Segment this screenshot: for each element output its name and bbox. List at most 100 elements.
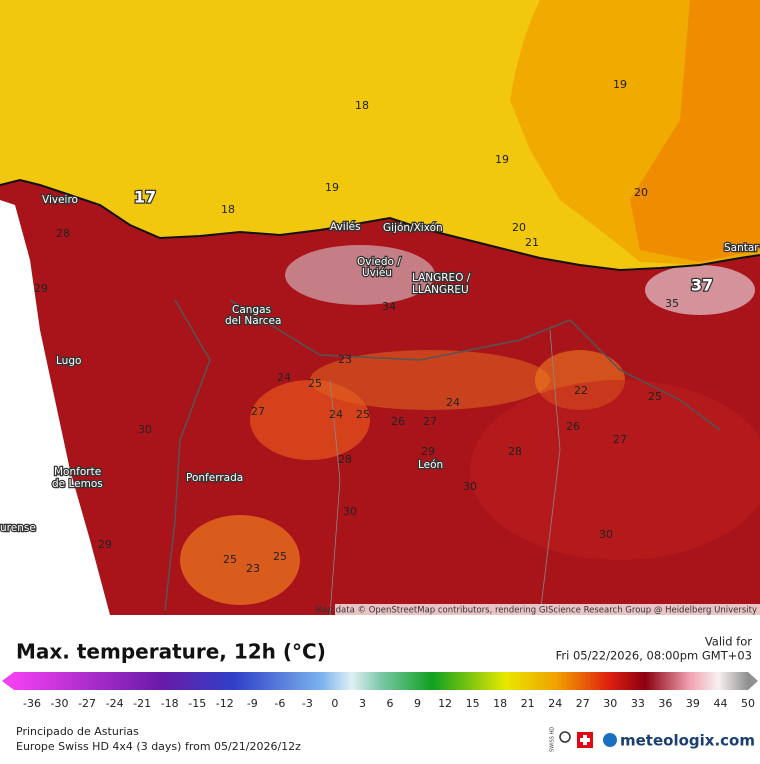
- contour-label: 21: [525, 236, 539, 249]
- model-info: Europe Swiss HD 4x4 (3 days) from 05/21/…: [16, 740, 301, 753]
- attribution: Map data © OpenStreetMap contributors, r…: [315, 606, 757, 616]
- sea-warm: [630, 0, 760, 262]
- contour-label: 25: [223, 553, 237, 566]
- city-label: Avilés: [330, 221, 361, 233]
- legend-tick-label: 21: [521, 697, 535, 710]
- contour-label: 23: [338, 353, 352, 366]
- hot-area: [645, 265, 755, 315]
- legend-arrow: [748, 672, 758, 690]
- map: Viveiro Avilés Gijón/Xixón Oviedo / Uvié…: [0, 0, 760, 616]
- badge: SWISS HD: [550, 727, 556, 752]
- contour-label: 34: [382, 300, 396, 313]
- contour-labels: 17 18 19 19 19 18 20 20 21 37 35 34 28 29 30 24 25 23 24 25…: [34, 78, 714, 575]
- city-label: Oviedo /: [357, 256, 401, 268]
- outside-domain: [0, 200, 110, 615]
- contour-label: 37: [691, 276, 713, 295]
- contour-label: 23: [246, 562, 260, 575]
- valid-label: Valid for: [705, 635, 752, 649]
- legend-arrow: [2, 672, 14, 690]
- warm-area: [180, 515, 300, 605]
- title: Max. temperature, 12h (°C): [16, 640, 326, 664]
- city-label: Uviéu: [362, 267, 392, 279]
- legend-tick-label: 24: [548, 697, 562, 710]
- contour-label: 25: [356, 408, 370, 421]
- legend-tick-label: 18: [493, 697, 507, 710]
- legend-tick-label: 44: [713, 697, 727, 710]
- brand-logo: [603, 733, 617, 747]
- legend-tick-label: 27: [576, 697, 590, 710]
- legend-tick-label: 0: [331, 697, 338, 710]
- legend-tick-label: -9: [247, 697, 258, 710]
- legend-tick-label: -15: [188, 697, 206, 710]
- city-label: Viveiro: [42, 194, 78, 206]
- contour-label: 20: [634, 186, 648, 199]
- city-label: de Lemos: [52, 478, 103, 490]
- contour-label: 28: [56, 227, 70, 240]
- contour-label: 18: [355, 99, 369, 112]
- legend-tick-label: -24: [106, 697, 124, 710]
- contour-label: 24: [277, 371, 291, 384]
- legend-tick-label: 33: [631, 697, 645, 710]
- legend-tick-label: 50: [741, 697, 755, 710]
- contour-label: 26: [391, 415, 405, 428]
- search-icon: [559, 731, 571, 743]
- border: [329, 329, 561, 615]
- legend-ticks: -36 -30 -27 -24 -21 -18 -15 -12 -9 -6 -3 0 3 6 9 12 15 18…: [23, 697, 755, 710]
- contour-label: 25: [273, 550, 287, 563]
- cities: Viveiro Avilés Gijón/Xixón Oviedo / Uvié…: [0, 193, 760, 536]
- legend-tick-label: 6: [387, 697, 394, 710]
- contour-label: 29: [34, 282, 48, 295]
- contour-label: 22: [574, 384, 588, 397]
- legend-tick-label: 36: [658, 697, 672, 710]
- valid-time: Fri 05/22/2026, 08:00pm GMT+03: [556, 649, 752, 663]
- border: [164, 299, 721, 611]
- legend-tick-label: -12: [216, 697, 234, 710]
- contour-label: 25: [648, 390, 662, 403]
- contour-label: 25: [308, 377, 322, 390]
- contour-label: 29: [421, 445, 435, 458]
- city-label: Lugo: [56, 355, 81, 367]
- hot-area: [285, 245, 435, 305]
- contour-label: 19: [495, 153, 509, 166]
- contour-label: 30: [599, 528, 613, 541]
- legend-tick-label: 15: [466, 697, 480, 710]
- contour-label: 28: [338, 453, 352, 466]
- warm-area: [310, 350, 550, 410]
- legend-tick-label: 3: [359, 697, 366, 710]
- colorbar: [14, 672, 748, 690]
- city-label: Monforte: [54, 466, 101, 478]
- warm-area: [250, 380, 370, 460]
- contour-label: 30: [343, 505, 357, 518]
- city-label: León: [418, 459, 443, 471]
- contour-label: 24: [446, 396, 460, 409]
- legend-tick-label: -36: [23, 697, 41, 710]
- contour-label: 24: [329, 408, 343, 421]
- legend-tick-label: -6: [274, 697, 285, 710]
- brand: meteologix.com: [620, 732, 755, 750]
- swiss-cross: [580, 735, 590, 745]
- contour-label: 27: [613, 433, 627, 446]
- legend-tick-label: -21: [133, 697, 151, 710]
- contour-label: 35: [665, 297, 679, 310]
- contour-label: 18: [221, 203, 235, 216]
- legend-tick-label: 39: [686, 697, 700, 710]
- attribution-bg: [335, 604, 760, 615]
- region: Principado de Asturias: [16, 725, 139, 738]
- city-label: LANGREO /: [412, 272, 471, 284]
- city-label: urense: [0, 522, 36, 534]
- contour-label: 30: [463, 480, 477, 493]
- contour-label: 17: [134, 188, 156, 207]
- contour-label: 28: [508, 445, 522, 458]
- city-label: Santar: [724, 242, 759, 254]
- contour-label: 27: [423, 415, 437, 428]
- city-label: LLANGREU: [412, 284, 469, 296]
- contour-label: 26: [566, 420, 580, 433]
- contour-label: 27: [251, 405, 265, 418]
- warm-area: [470, 380, 760, 560]
- legend-tick-label: -27: [78, 697, 96, 710]
- legend-tick-label: 30: [603, 697, 617, 710]
- city-label: del Narcea: [225, 315, 281, 327]
- legend-tick-label: -30: [51, 697, 69, 710]
- contour-label: 19: [325, 181, 339, 194]
